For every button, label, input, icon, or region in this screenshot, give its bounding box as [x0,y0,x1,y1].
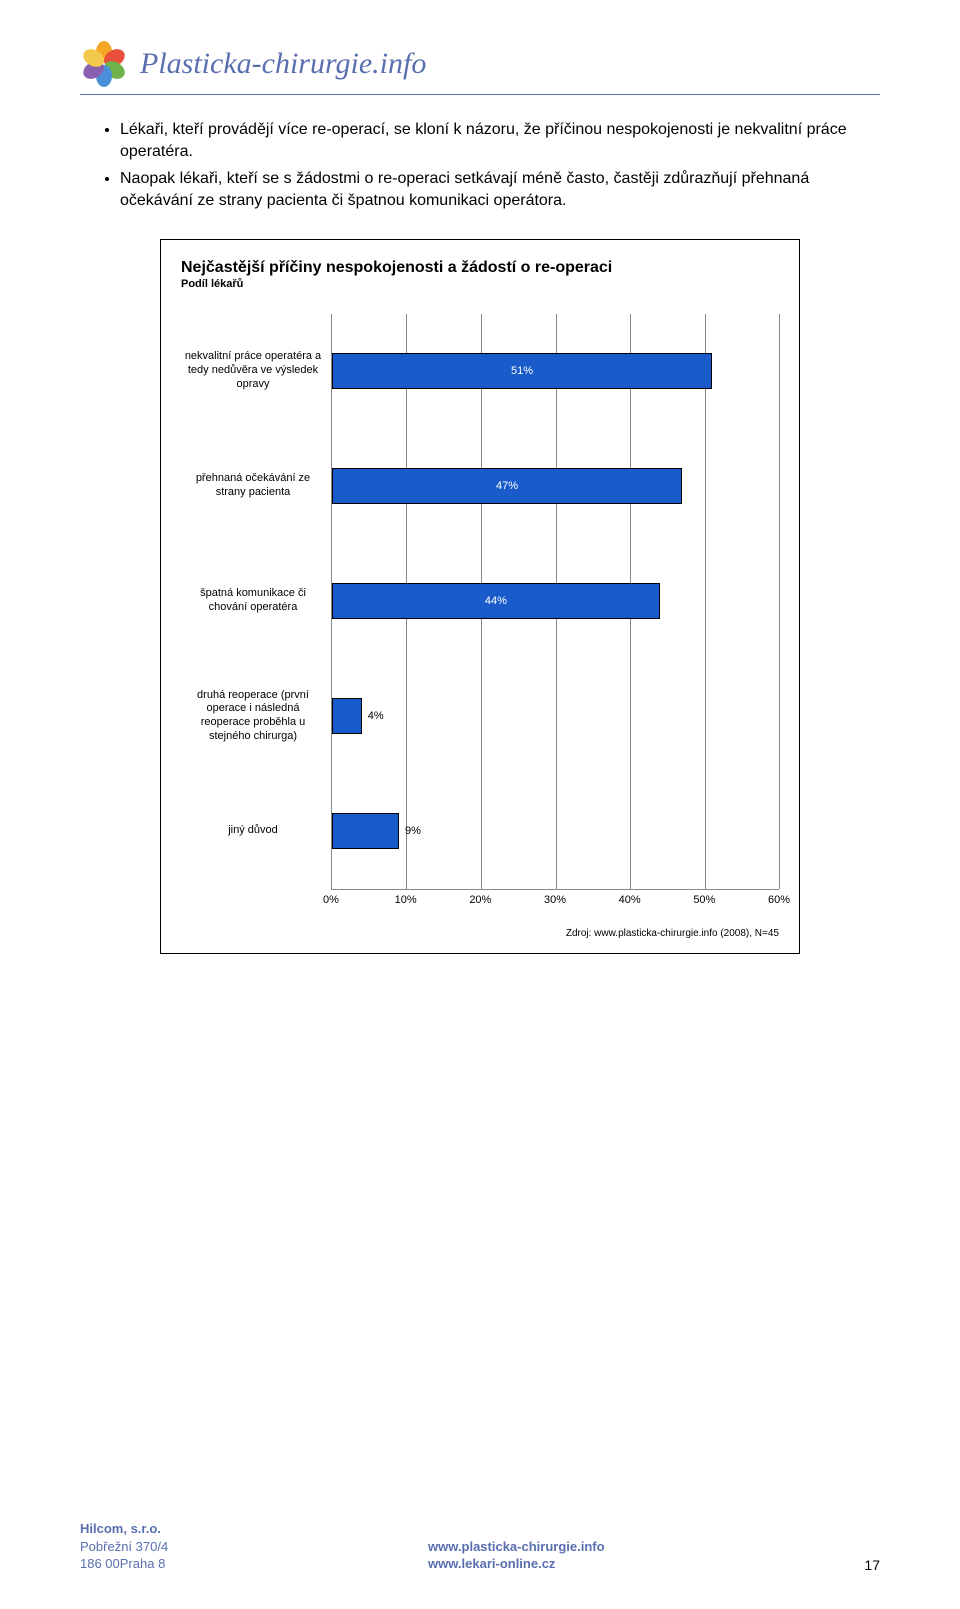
chart-frame: Nejčastější příčiny nespokojenosti a žád… [160,239,800,953]
chart-x-tick: 40% [619,894,641,906]
chart-source: Zdroj: www.plasticka-chirurgie.info (200… [181,928,779,939]
chart-x-axis: 0%10%20%30%40%50%60% [181,894,779,910]
chart-x-tick: 20% [469,894,491,906]
chart-x-tick: 0% [323,894,339,906]
chart-x-tick: 10% [395,894,417,906]
chart-title: Nejčastější příčiny nespokojenosti a žád… [181,258,779,277]
footer-links: www.plasticka-chirurgie.info www.lekari-… [428,1538,605,1573]
site-title: Plasticka-chirurgie.info [140,47,426,81]
chart-subtitle: Podíl lékařů [181,278,779,290]
page-number: 17 [864,1557,880,1573]
footer-address: Hilcom, s.r.o. Pobřežní 370/4 186 00Prah… [80,1520,168,1573]
chart-category-label: špatná komunikace či chování operatéra [181,544,331,659]
chart-category-label: nekvalitní práce operatéra a tedy nedůvě… [181,314,331,429]
bullet-item: Naopak lékaři, kteří se s žádostmi o re-… [120,168,880,211]
chart-category-label: přehnaná očekávání ze strany pacienta [181,429,331,544]
footer-address-line2: 186 00Praha 8 [80,1555,168,1573]
chart-x-tick: 30% [544,894,566,906]
chart-x-tick: 60% [768,894,790,906]
footer-url2: www.lekari-online.cz [428,1555,605,1573]
chart-bar: 51% [332,353,712,389]
footer-url1: www.plasticka-chirurgie.info [428,1538,605,1556]
chart-bar [332,698,362,734]
footer-address-line1: Pobřežní 370/4 [80,1538,168,1556]
flower-logo-icon [80,40,128,88]
chart-x-tick: 50% [693,894,715,906]
chart-bar: 44% [332,583,660,619]
page-footer: Hilcom, s.r.o. Pobřežní 370/4 186 00Prah… [80,1520,880,1573]
page-header: Plasticka-chirurgie.info [80,40,880,95]
chart-bar [332,813,399,849]
bullet-list: Lékaři, kteří provádějí více re-operací,… [80,119,880,211]
bullet-item: Lékaři, kteří provádějí více re-operací,… [120,119,880,162]
chart-category-label: druhá reoperace (první operace i následn… [181,659,331,774]
chart-bar-value: 9% [405,825,421,837]
chart-category-label: jiný důvod [181,774,331,889]
chart-bar: 47% [332,468,682,504]
chart-bar-value: 4% [368,710,384,722]
chart-plot: nekvalitní práce operatéra a tedy nedůvě… [181,314,779,890]
footer-company: Hilcom, s.r.o. [80,1520,168,1538]
